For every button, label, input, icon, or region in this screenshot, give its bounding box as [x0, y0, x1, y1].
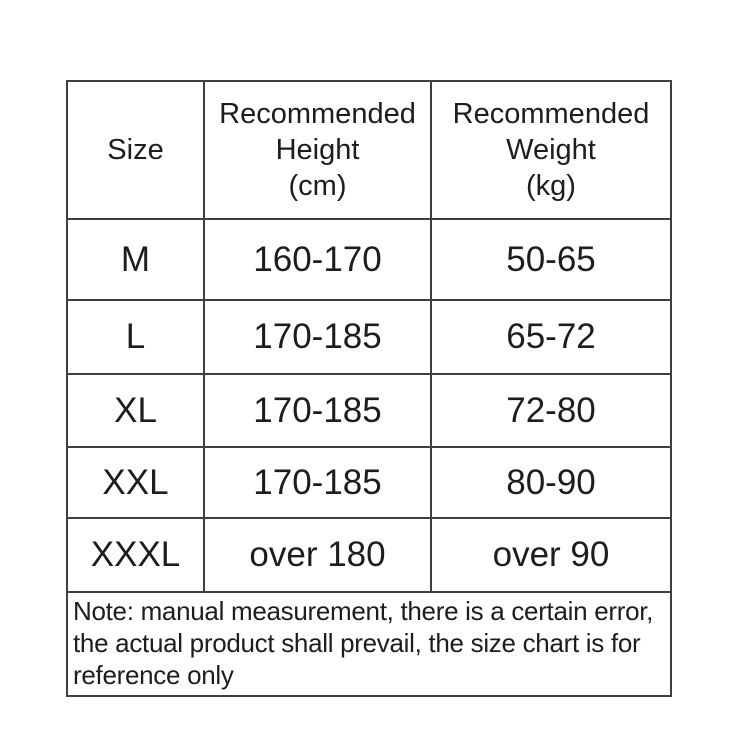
height-cell: 170-185	[203, 299, 432, 375]
size-cell: M	[66, 218, 205, 301]
size-cell: XXL	[66, 446, 205, 519]
header-row: Size Recommended Height (cm) Recommended…	[66, 80, 672, 220]
height-cell: 170-185	[203, 373, 432, 448]
header-weight-line-1: Recommended	[452, 98, 650, 130]
header-height-line-3: (cm)	[288, 170, 347, 202]
weight-cell: 65-72	[430, 299, 672, 375]
table-row-l: L 170-185 65-72	[66, 299, 672, 375]
header-cell-size: Size	[66, 80, 205, 220]
height-cell: over 180	[203, 517, 432, 593]
note-row: Note: manual measurement, there is a cer…	[66, 591, 672, 697]
header-size-label: Size	[107, 134, 164, 166]
size-cell: L	[66, 299, 205, 375]
header-cell-height: Recommended Height (cm)	[203, 80, 432, 220]
weight-cell: 80-90	[430, 446, 672, 519]
weight-cell: 50-65	[430, 218, 672, 301]
size-chart-table: Size Recommended Height (cm) Recommended…	[66, 80, 672, 697]
header-height-line-2: Height	[275, 134, 360, 166]
table-row-xxl: XXL 170-185 80-90	[66, 446, 672, 519]
size-cell: XXXL	[66, 517, 205, 593]
table-row-m: M 160-170 50-65	[66, 218, 672, 301]
weight-cell: over 90	[430, 517, 672, 593]
height-cell: 170-185	[203, 446, 432, 519]
header-weight-line-3: (kg)	[526, 170, 576, 202]
note-cell: Note: manual measurement, there is a cer…	[66, 591, 672, 697]
weight-cell: 72-80	[430, 373, 672, 448]
header-cell-weight: Recommended Weight (kg)	[430, 80, 672, 220]
header-weight-line-2: Weight	[506, 134, 596, 166]
table-row-xl: XL 170-185 72-80	[66, 373, 672, 448]
table-row-xxxl: XXXL over 180 over 90	[66, 517, 672, 593]
header-height-line-1: Recommended	[219, 98, 416, 130]
size-chart: Size Recommended Height (cm) Recommended…	[66, 80, 672, 697]
note-line-3: reference only	[73, 660, 234, 690]
height-cell: 160-170	[203, 218, 432, 301]
note-line-2: the actual product shall prevail, the si…	[73, 628, 641, 658]
size-cell: XL	[66, 373, 205, 448]
note-line-1: Note: manual measurement, there is a cer…	[73, 596, 654, 626]
